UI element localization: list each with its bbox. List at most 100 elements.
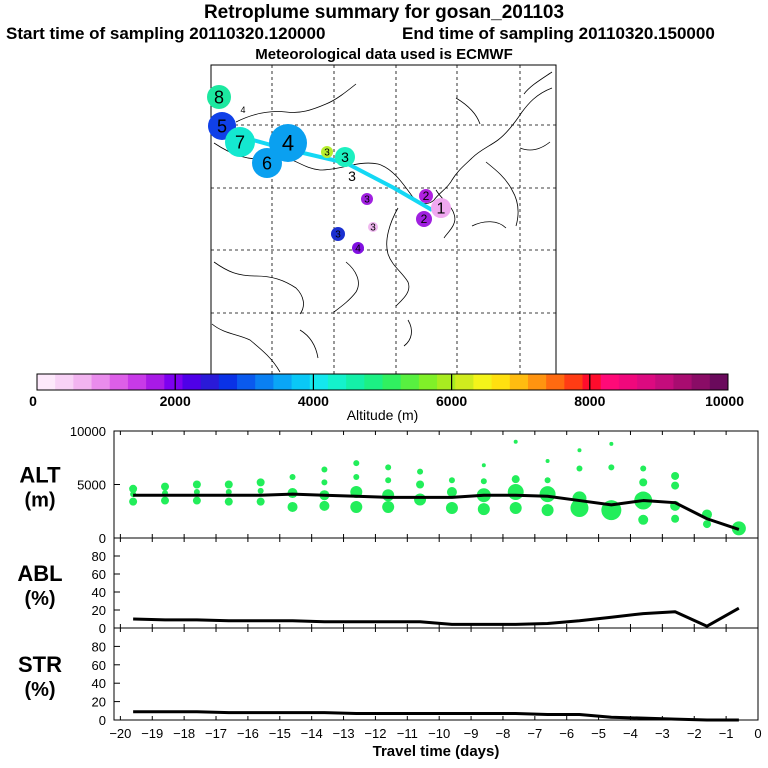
colorbar-swatch [291, 374, 311, 390]
y-tick-label: 80 [92, 639, 106, 654]
map-marker-label: 3 [364, 195, 370, 206]
colorbar-swatch [200, 374, 220, 390]
altitude-colorbar: 0 2000 4000 6000 8000 10000 Altitude (m) [29, 373, 744, 423]
map-marker-label: 4 [355, 244, 361, 255]
altitude-cluster-point [577, 448, 582, 453]
map-marker [225, 127, 255, 157]
altitude-cluster-point [507, 483, 524, 500]
map-marker [431, 198, 451, 218]
colorbar-swatch [618, 374, 638, 390]
altitude-cluster-point [225, 488, 232, 495]
y-tick-label: 60 [92, 567, 106, 582]
y-tick-label: 20 [92, 695, 106, 710]
altitude-cluster-point [161, 482, 170, 491]
y-tick-label: 10000 [70, 424, 106, 439]
altitude-cluster-point [509, 502, 522, 515]
colorbar-swatch [400, 374, 420, 390]
altitude-cluster-point [289, 474, 296, 481]
altitude-cluster-point [576, 465, 583, 472]
altitude-cluster-point [353, 460, 360, 467]
y-tick-label: 0 [99, 713, 106, 728]
altitude-cluster-point [513, 439, 518, 444]
altitude-cluster-point [382, 500, 395, 513]
colorbar-swatch [346, 374, 365, 390]
colorbar-swatch [418, 374, 438, 390]
colorbar-swatch [527, 374, 547, 390]
y-tick-label: 5000 [77, 478, 106, 493]
colorbar-swatch [582, 374, 602, 390]
panel-frame [113, 537, 759, 629]
altitude-cluster-point [319, 500, 330, 511]
x-tick-label: −14 [301, 726, 323, 741]
colorbar-swatch [237, 374, 256, 390]
altitude-cluster-point [671, 471, 680, 480]
end-time: End time of sampling 20110320.150000 [402, 24, 715, 43]
colorbar-swatch [218, 374, 238, 390]
map-marker-label: 8 [214, 87, 224, 107]
panel-unit-label: (%) [24, 588, 55, 610]
map-marker-label: 5 [217, 116, 227, 136]
map-marker-label: 4 [240, 105, 245, 115]
map-marker-label: 6 [262, 153, 272, 173]
start-time: Start time of sampling 20110320.120000 [6, 24, 326, 43]
altitude-cluster-point [161, 496, 170, 505]
altitude-cluster-point [511, 475, 520, 484]
x-tick-label: −6 [559, 726, 574, 741]
altitude-cluster-point [385, 464, 392, 471]
colorbar-swatch [637, 374, 656, 390]
colorbar-swatch [109, 374, 129, 390]
altitude-cluster-point [353, 474, 360, 481]
map-marker-label: 1 [437, 201, 446, 218]
colorbar-swatch [655, 374, 674, 390]
x-tick-label: −1 [719, 726, 734, 741]
map-marker [419, 189, 433, 203]
y-tick-label: 0 [99, 531, 106, 546]
chart-title: Retroplume summary for gosan_201103 [203, 2, 565, 23]
altitude-cluster-point [224, 480, 233, 489]
x-tick-label: −4 [623, 726, 638, 741]
altitude-cluster-point [193, 488, 200, 495]
colorbar-swatch [91, 374, 111, 390]
abl-panel: 0 20 40 60 80 ABL(%) [17, 537, 759, 636]
colorbar-swatch [164, 374, 183, 390]
map-marker [331, 227, 345, 241]
x-tick-label: −17 [205, 726, 227, 741]
altitude-cluster-point [448, 477, 455, 484]
altitude-cluster-point [287, 501, 298, 512]
colorbar-swatch [273, 374, 293, 390]
y-tick-label: 40 [92, 585, 106, 600]
altitude-cluster-point [224, 497, 233, 506]
colorbar-label: Altitude (m) [347, 407, 419, 423]
altitude-cluster-point [539, 486, 556, 503]
colorbar-swatch [455, 374, 474, 390]
x-tick-label: −16 [237, 726, 259, 741]
map-marker [269, 124, 307, 162]
map-marker [321, 146, 333, 158]
colorbar-swatch [382, 374, 402, 390]
y-tick-label: 40 [92, 676, 106, 691]
x-tick-label: −2 [687, 726, 702, 741]
altitude-cluster-point [671, 481, 680, 490]
altitude-cluster-point [382, 489, 395, 502]
map-marker [252, 148, 282, 178]
altitude-cluster-point [640, 465, 647, 472]
x-tick-label: −10 [428, 726, 450, 741]
map-marker-label: 7 [235, 132, 245, 152]
y-tick-label: 60 [92, 658, 106, 673]
altitude-cluster-point [608, 464, 615, 471]
altitude-cluster-point [321, 466, 328, 473]
x-tick-label: 0 [754, 726, 761, 741]
altitude-cluster-point [414, 493, 427, 506]
x-tick-label: −13 [333, 726, 355, 741]
altitude-cluster-point [545, 458, 550, 463]
map-marker-label: 4 [282, 131, 294, 156]
colorbar-swatch [673, 374, 693, 390]
altitude-cluster-point [480, 478, 487, 485]
altitude-cluster-point [570, 499, 589, 518]
map-marker-label: 3 [370, 223, 376, 234]
altitude-cluster-point [350, 500, 363, 513]
map-marker-label: 3 [341, 149, 349, 165]
